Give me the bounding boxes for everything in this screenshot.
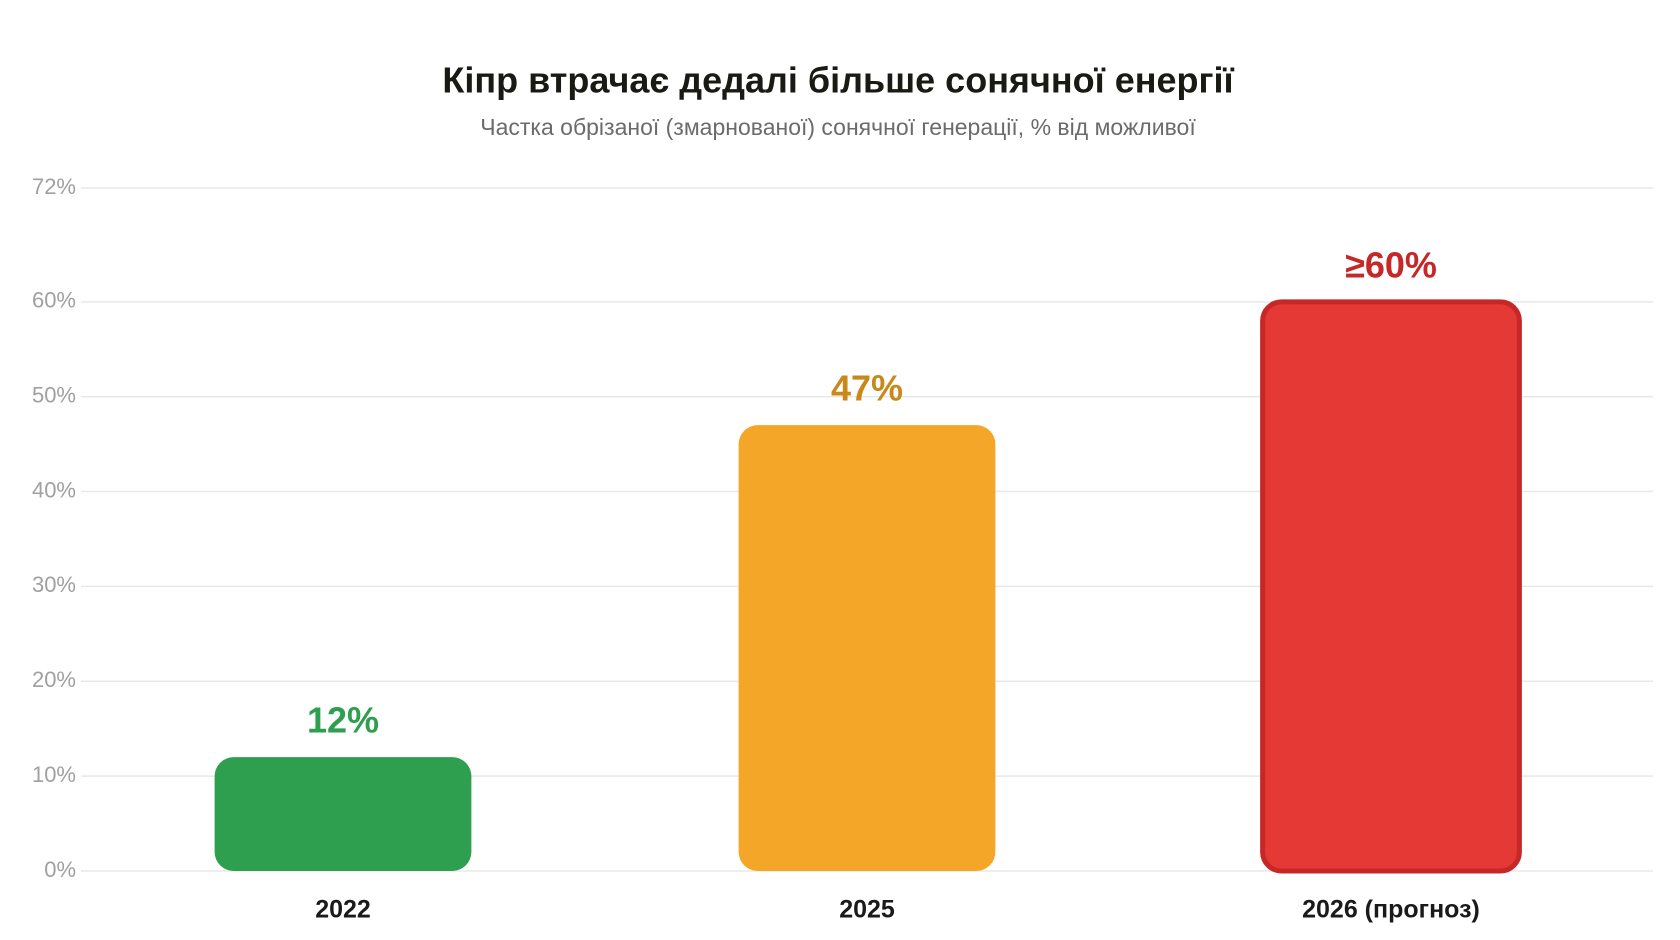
- y-tick-label: 50%: [32, 383, 76, 408]
- x-tick-label: 2022: [315, 896, 371, 924]
- y-tick-label: 72%: [32, 174, 76, 199]
- chart-title: Кіпр втрачає дедалі більше сонячної енер…: [442, 60, 1234, 101]
- x-tick-label: 2026 (прогноз): [1302, 896, 1480, 924]
- y-tick-label: 40%: [32, 477, 76, 502]
- y-tick-label: 60%: [32, 288, 76, 313]
- y-tick-label: 0%: [44, 857, 76, 882]
- bar: [214, 757, 472, 871]
- value-label: 47%: [831, 368, 903, 409]
- value-label: 12%: [307, 700, 379, 741]
- y-tick-label: 10%: [32, 762, 76, 787]
- value-label: ≥60%: [1345, 244, 1437, 285]
- y-tick-label: 20%: [32, 667, 76, 692]
- bar: [738, 425, 996, 871]
- chart-subtitle: Частка обрізаної (змарнованої) сонячної …: [480, 114, 1196, 140]
- bar: [1260, 299, 1522, 874]
- y-tick-label: 30%: [32, 572, 76, 597]
- x-tick-label: 2025: [839, 896, 895, 924]
